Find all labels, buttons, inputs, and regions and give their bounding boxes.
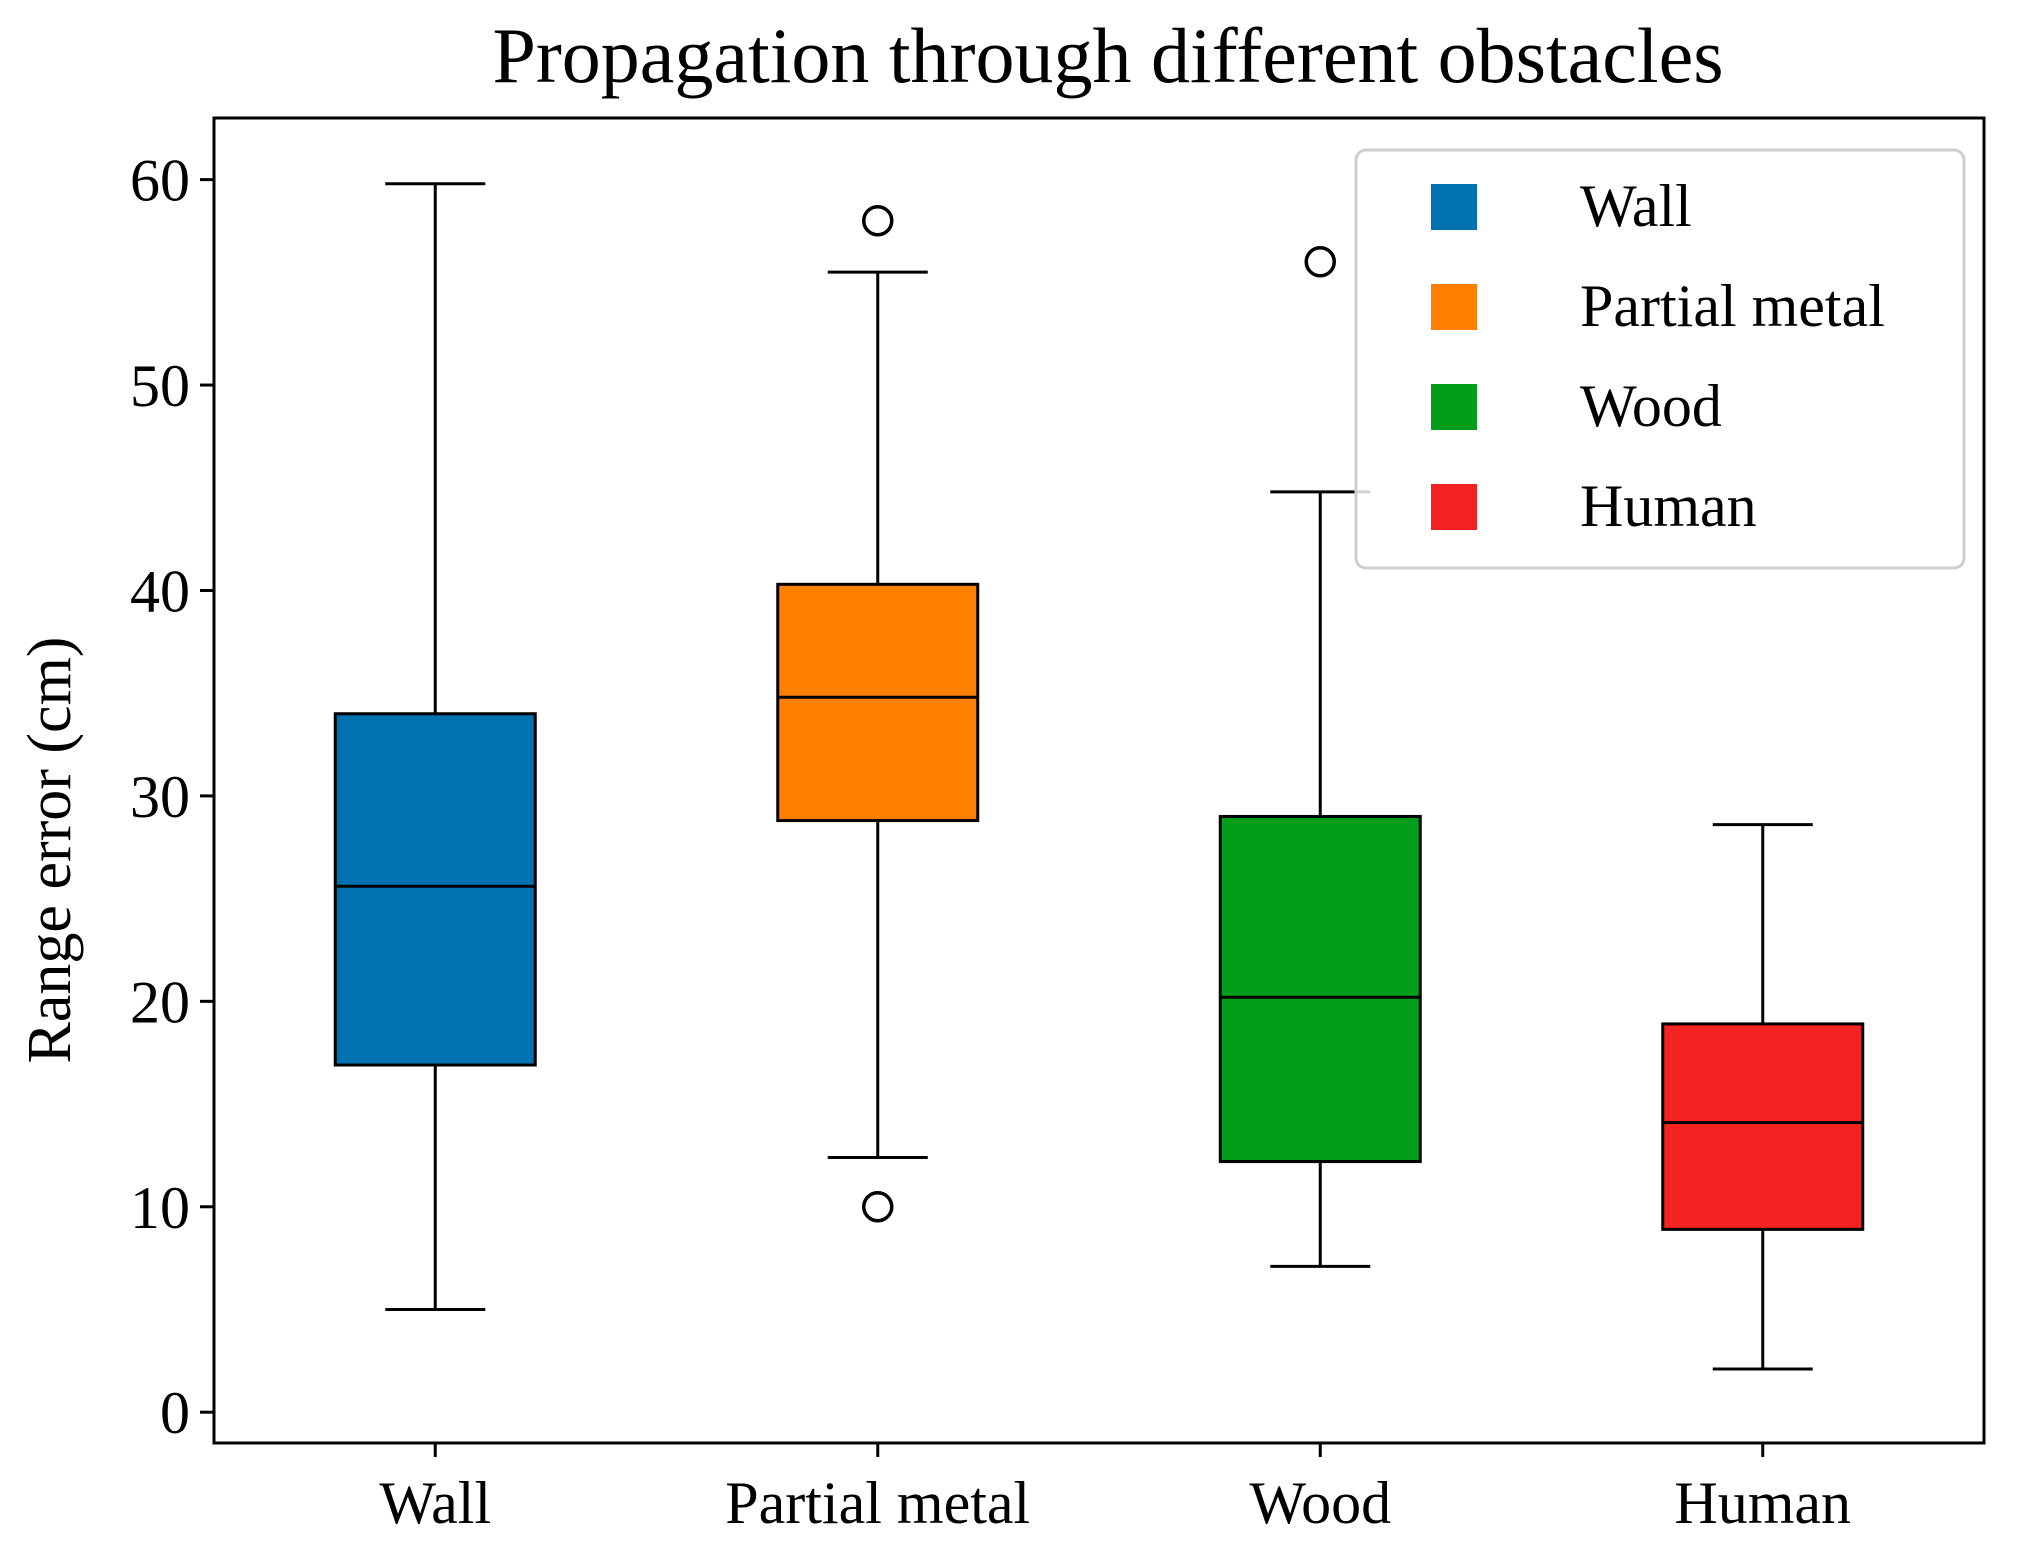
legend-frame bbox=[1354, 148, 1966, 570]
plot-area bbox=[333, 182, 1865, 1371]
box-wood bbox=[1218, 814, 1422, 1164]
legend-swatch-wall bbox=[1431, 184, 1477, 230]
outlier-partial-metal-0 bbox=[862, 204, 894, 237]
legend-swatch-partial-metal bbox=[1431, 284, 1477, 330]
box-group-human bbox=[1661, 823, 1865, 1371]
outlier-wood-0 bbox=[1304, 246, 1336, 278]
legend-label-partial-metal: Partial metal bbox=[1580, 273, 1885, 339]
y-tick-label-50: 50 bbox=[130, 353, 190, 419]
outlier-partial-metal-1 bbox=[862, 1191, 894, 1223]
legend-label-wall: Wall bbox=[1580, 173, 1692, 239]
y-tick-label-0: 0 bbox=[160, 1380, 190, 1446]
chart-title: Propagation through different obstacles bbox=[492, 12, 1723, 99]
legend-swatch-wood bbox=[1431, 384, 1477, 430]
box-group-partial-metal bbox=[776, 204, 980, 1223]
box-partial-metal bbox=[776, 582, 980, 823]
legend-swatch-human bbox=[1431, 484, 1477, 530]
box-group-wood bbox=[1218, 246, 1422, 1268]
box-group-wall bbox=[333, 182, 537, 1311]
legend: Wall Partial metal Wood Human bbox=[1354, 148, 1966, 570]
y-tick-label-60: 60 bbox=[130, 148, 190, 214]
legend-label-human: Human bbox=[1580, 473, 1757, 539]
y-tick-label-10: 10 bbox=[130, 1175, 190, 1241]
box-human bbox=[1661, 1022, 1865, 1231]
y-tick-label-40: 40 bbox=[130, 558, 190, 624]
legend-label-wood: Wood bbox=[1580, 373, 1722, 439]
y-tick-label-30: 30 bbox=[130, 764, 190, 830]
x-tick-label-3: Human bbox=[1674, 1470, 1851, 1536]
y-axis-label: Range error (cm) bbox=[16, 637, 84, 1064]
x-tick-label-0: Wall bbox=[379, 1470, 491, 1536]
axes-frame bbox=[212, 116, 1986, 1445]
axes: 0 10 20 30 40 50 60 Wall Partial metal Wood Human bbox=[130, 116, 1986, 1536]
y-tick-label-20: 20 bbox=[130, 969, 190, 1035]
box-wall bbox=[333, 712, 537, 1067]
x-tick-label-2: Wood bbox=[1249, 1470, 1391, 1536]
x-tick-label-1: Partial metal bbox=[725, 1470, 1030, 1536]
